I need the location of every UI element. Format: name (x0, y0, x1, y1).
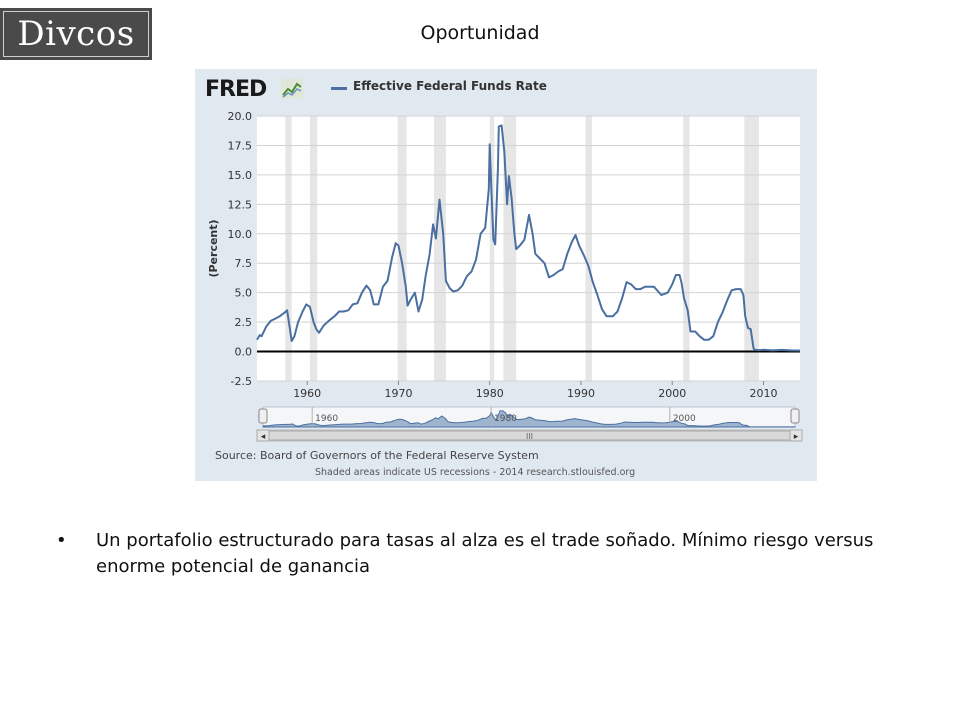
scroll-left-icon: ◂ (261, 432, 266, 442)
x-tick-label: 2000 (658, 387, 686, 400)
series-line (256, 124, 801, 352)
y-tick-label: 10.0 (228, 228, 253, 241)
y-tick-label: 0.0 (235, 346, 253, 359)
legend-label: Effective Federal Funds Rate (353, 79, 547, 93)
fred-header: FRED Effective Federal Funds Rate (195, 69, 817, 109)
x-tick-label: 1960 (293, 387, 321, 400)
plot-area (257, 116, 800, 381)
recession-band (434, 116, 446, 381)
y-tick-label: 7.5 (235, 257, 253, 270)
scroll-left-button[interactable] (256, 429, 270, 442)
fred-trend-icon (281, 79, 303, 99)
fred-brand: FRED (205, 77, 267, 102)
bullet-marker: • (56, 530, 67, 551)
recession-band (744, 116, 759, 381)
y-axis-title: (Percent) (207, 219, 220, 277)
navigator-handle[interactable] (790, 408, 800, 424)
fred-chart: -2.5 0.0 2.5 5.0 7.5 10.0 12.5 15.0 17.5 20.0 1960… (207, 110, 803, 442)
x-tick-label: 1990 (567, 387, 595, 400)
navigator-label: 1980 (494, 414, 517, 424)
navigator-series (262, 410, 796, 428)
y-tick-label: 12.5 (228, 198, 253, 211)
scroll-right-icon: ▸ (794, 432, 799, 442)
x-tick-label: 2010 (749, 387, 777, 400)
y-tick-label: 17.5 (228, 139, 253, 152)
source-text: Source: Board of Governors of the Federa… (215, 449, 539, 462)
y-tick-label: 2.5 (235, 316, 253, 329)
x-tick-label: 1980 (476, 387, 504, 400)
y-tick-label: 15.0 (228, 169, 253, 182)
recession-band (489, 116, 495, 381)
x-tick-label: 1970 (384, 387, 412, 400)
scrollbar-grip: III (526, 432, 533, 441)
navigator-label: 1960 (315, 414, 338, 424)
legend-swatch (331, 87, 347, 90)
bullet-text: Un portafolio estructurado para tasas al… (96, 530, 874, 577)
recession-band (683, 116, 690, 381)
y-tick-label: 5.0 (235, 287, 253, 300)
divcos-logo: Divcos (0, 8, 152, 60)
y-tick-label: 20.0 (228, 110, 253, 123)
recession-band (309, 116, 318, 381)
recession-band (285, 116, 292, 381)
slide-title: Oportunidad (420, 22, 540, 44)
navigator-handle[interactable] (258, 408, 268, 424)
logo-text: Divcos (3, 11, 149, 57)
recession-band (397, 116, 407, 381)
recession-band (585, 116, 592, 381)
navigator-label: 2000 (673, 414, 696, 424)
recession-note: Shaded areas indicate US recessions - 20… (315, 467, 636, 478)
scroll-right-button[interactable] (789, 429, 803, 442)
fred-chart-panel: -2.5 0.0 2.5 5.0 7.5 10.0 12.5 15.0 17.5 20.0 1960… (195, 69, 817, 481)
y-tick-label: -2.5 (231, 375, 252, 388)
